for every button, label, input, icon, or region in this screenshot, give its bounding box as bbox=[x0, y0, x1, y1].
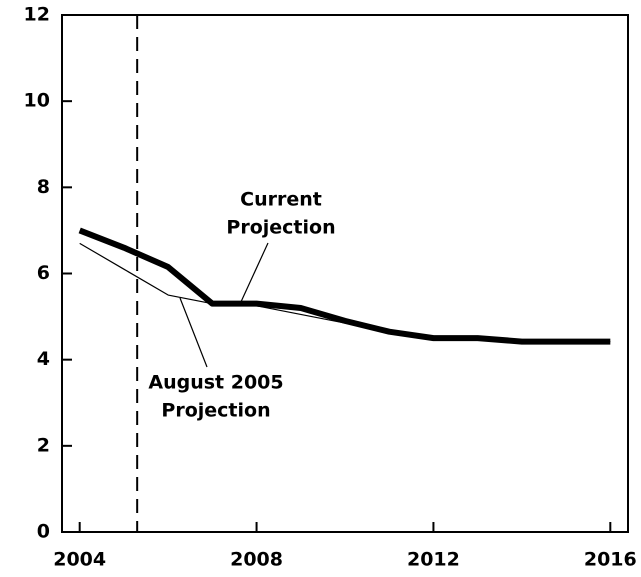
leader-line bbox=[239, 242, 269, 305]
annotation: Current bbox=[240, 189, 322, 211]
y-tick-label: 8 bbox=[37, 176, 50, 198]
series-line bbox=[78, 227, 611, 345]
x-tick-label: 2012 bbox=[407, 549, 460, 571]
annotation: Projection bbox=[161, 400, 270, 422]
leader-line bbox=[179, 297, 208, 368]
y-tick-label: 4 bbox=[37, 348, 50, 370]
annotation: Projection bbox=[226, 217, 335, 239]
x-tick-label: 2008 bbox=[230, 549, 283, 571]
y-tick-label: 0 bbox=[37, 521, 50, 543]
plot-frame bbox=[61, 14, 629, 533]
y-tick-label: 2 bbox=[37, 434, 50, 456]
y-tick-label: 12 bbox=[24, 4, 50, 26]
y-tick-label: 10 bbox=[24, 90, 50, 112]
annotation: August 2005 bbox=[148, 372, 283, 394]
x-tick-label: 2004 bbox=[53, 549, 106, 571]
y-tick-label: 6 bbox=[37, 262, 50, 284]
series-line bbox=[79, 242, 611, 343]
x-tick-label: 2016 bbox=[584, 549, 637, 571]
